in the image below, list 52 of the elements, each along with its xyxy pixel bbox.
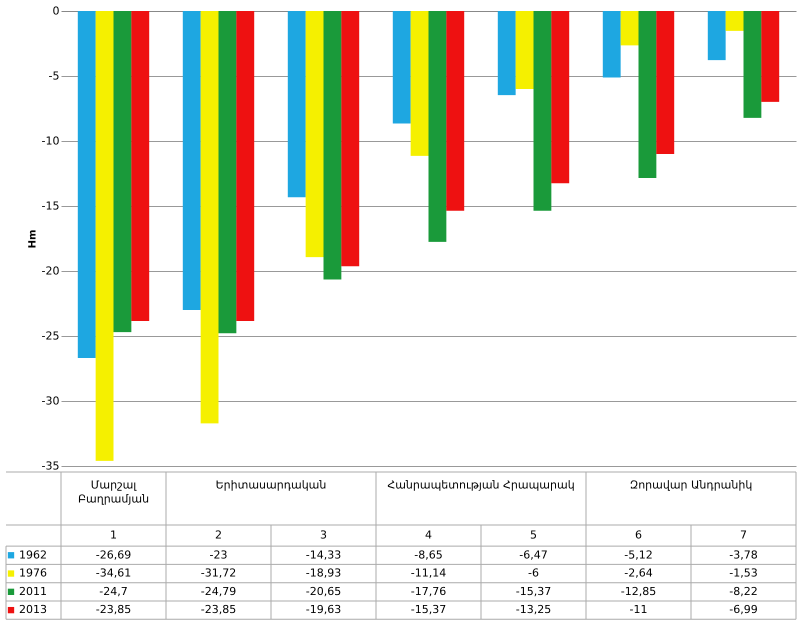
- y-tick-label: -15: [42, 200, 60, 212]
- x-tick-label: 7: [740, 528, 747, 542]
- y-tick-label: -5: [48, 70, 60, 82]
- data-label: -17,76: [410, 584, 446, 598]
- y-tick-label: 0: [52, 4, 60, 18]
- x-tick-label: 5: [530, 528, 537, 542]
- data-label: -23,85: [96, 603, 132, 616]
- text: Զորավար Անդրանիկ: [630, 478, 752, 492]
- data-label: -19,63: [306, 603, 342, 616]
- data-label: -6,47: [519, 548, 548, 562]
- data-label: -18,93: [306, 566, 342, 580]
- data-label: -5,12: [624, 548, 653, 562]
- data-label: -31,72: [200, 566, 236, 580]
- data-label: -23,85: [200, 603, 236, 616]
- x-tick-label: 4: [425, 528, 432, 542]
- data-label: -15,37: [516, 584, 552, 598]
- data-label: -12,85: [620, 584, 656, 598]
- data-label: -8,22: [729, 584, 758, 598]
- data-label: -14,33: [306, 548, 342, 562]
- legend-label: 1976: [19, 566, 47, 580]
- y-tick-label: -20: [42, 264, 60, 278]
- data-label: -15,37: [410, 603, 446, 616]
- data-label: -20,65: [306, 584, 342, 598]
- y-tick-label: -35: [42, 460, 60, 472]
- data-label: -3,78: [729, 548, 758, 562]
- data-label: -6: [528, 566, 539, 580]
- legend-label: 2013: [19, 603, 47, 616]
- data-label: -2,64: [624, 566, 653, 580]
- x-tick-label: 2: [215, 528, 222, 542]
- data-label: -13,25: [516, 603, 552, 616]
- legend-label: 1962: [19, 548, 47, 562]
- y-tick-label: -25: [42, 330, 60, 342]
- text: Մարշալ Բաղրամյան: [78, 478, 150, 506]
- text: Երիտասարդական: [216, 478, 326, 492]
- data-label: -11,14: [410, 566, 446, 580]
- y-tick-label: -30: [42, 394, 60, 408]
- data-label: -1,53: [729, 566, 758, 580]
- x-tick-label: 3: [320, 528, 327, 542]
- data-label: -11: [630, 603, 648, 616]
- data-label: -8,65: [414, 548, 443, 562]
- x-tick-label: 1: [110, 528, 117, 542]
- legend-label: 2011: [19, 584, 47, 598]
- y-tick-label: -10: [42, 134, 60, 148]
- data-label: -24,7: [99, 584, 128, 598]
- data-label: -34,61: [96, 566, 132, 580]
- y-axis-title: Hm: [28, 230, 39, 248]
- data-label: -24,79: [200, 584, 236, 598]
- data-label: -6,99: [729, 603, 758, 616]
- text: Հանրապետության Հրապարակ: [387, 478, 575, 492]
- data-label: -23: [210, 548, 228, 562]
- x-tick-label: 6: [635, 528, 642, 542]
- data-label: -26,69: [96, 548, 132, 562]
